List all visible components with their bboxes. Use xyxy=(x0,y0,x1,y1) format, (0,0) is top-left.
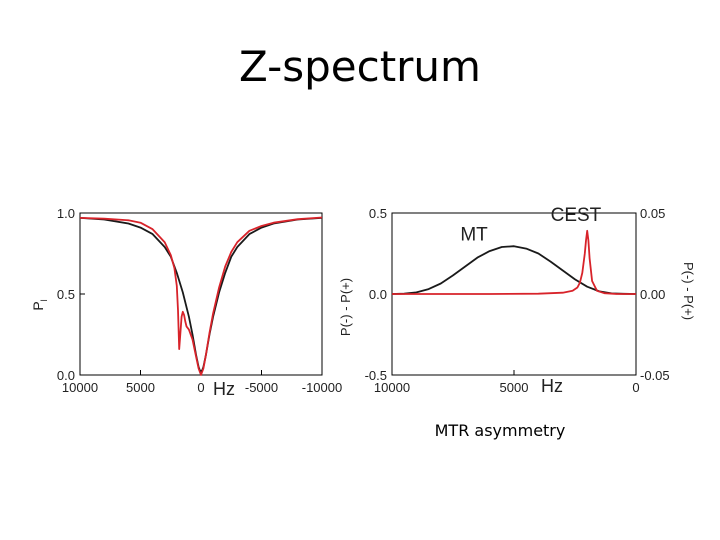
mtr-asymmetry-caption: MTR asymmetry xyxy=(434,421,566,440)
y2-axis-label: P(-) - P(+) xyxy=(681,262,696,320)
y-axis-label: P(-) - P(+) xyxy=(338,278,353,336)
y-tick-label: 0.5 xyxy=(369,206,387,221)
x-tick-label: 0 xyxy=(197,380,204,395)
annotation-mt: MT xyxy=(460,225,488,246)
x-tick-label: -10000 xyxy=(302,380,342,395)
x-tick-label: 5000 xyxy=(500,380,529,395)
x-tick-label: 10000 xyxy=(62,380,98,395)
y-tick-label: 0.0 xyxy=(57,368,75,383)
series-line-cest xyxy=(392,229,636,295)
x-axis-label: Hz xyxy=(541,376,563,396)
x-tick-label: 0 xyxy=(632,380,639,395)
series-line-mt xyxy=(391,245,637,295)
y2-tick-label: -0.05 xyxy=(640,368,670,383)
annotation-cest: CEST xyxy=(551,205,602,226)
y-tick-label: 0.5 xyxy=(57,287,75,302)
y-tick-label: -0.5 xyxy=(365,368,387,383)
y-tick-label: 1.0 xyxy=(57,206,75,221)
y2-tick-label: 0.05 xyxy=(640,206,665,221)
x-tick-label: -5000 xyxy=(245,380,278,395)
y2-tick-label: 0.00 xyxy=(640,287,665,302)
y-tick-label: 0.0 xyxy=(369,287,387,302)
y-axis-label-subscript: l xyxy=(39,299,49,301)
slide-title: Z-spectrum xyxy=(239,42,481,91)
y-axis-label: Pl xyxy=(30,299,49,310)
x-tick-label: 10000 xyxy=(374,380,410,395)
x-axis-label: Hz xyxy=(213,379,235,399)
series-line-red xyxy=(79,216,323,376)
x-tick-label: 5000 xyxy=(126,380,155,395)
